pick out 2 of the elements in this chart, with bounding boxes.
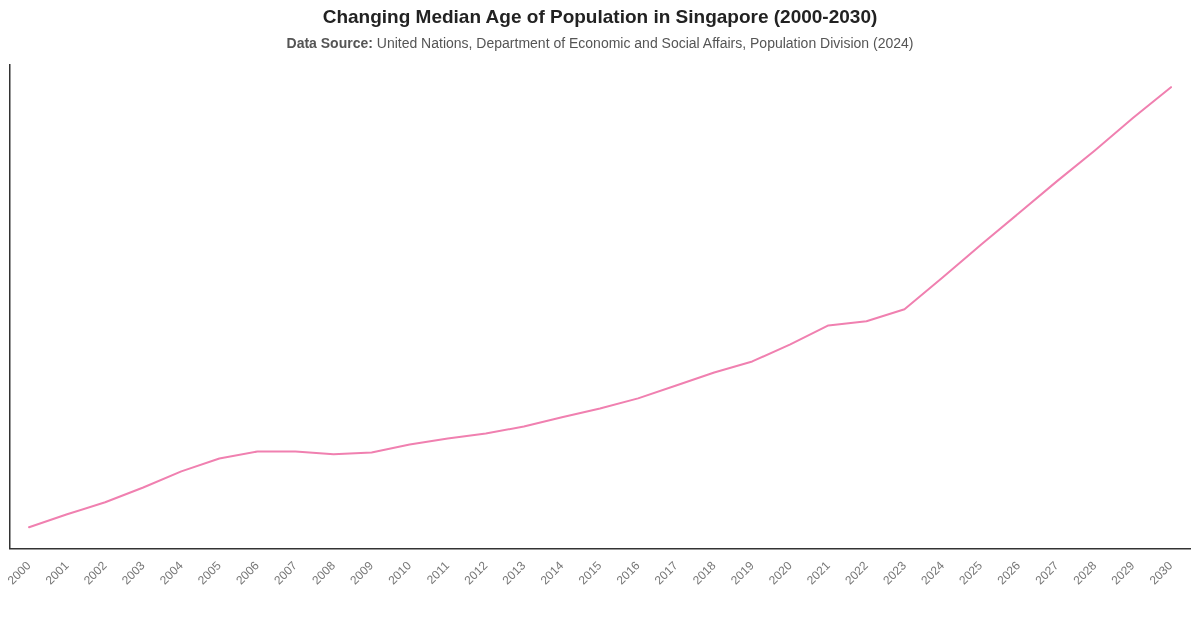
- chart-title: Changing Median Age of Population in Singapore (2000-2030): [321, 6, 879, 28]
- chart-subtitle: Data Source: United Nations, Department of Economic and Social Affairs, Population Division (2024): [285, 35, 915, 51]
